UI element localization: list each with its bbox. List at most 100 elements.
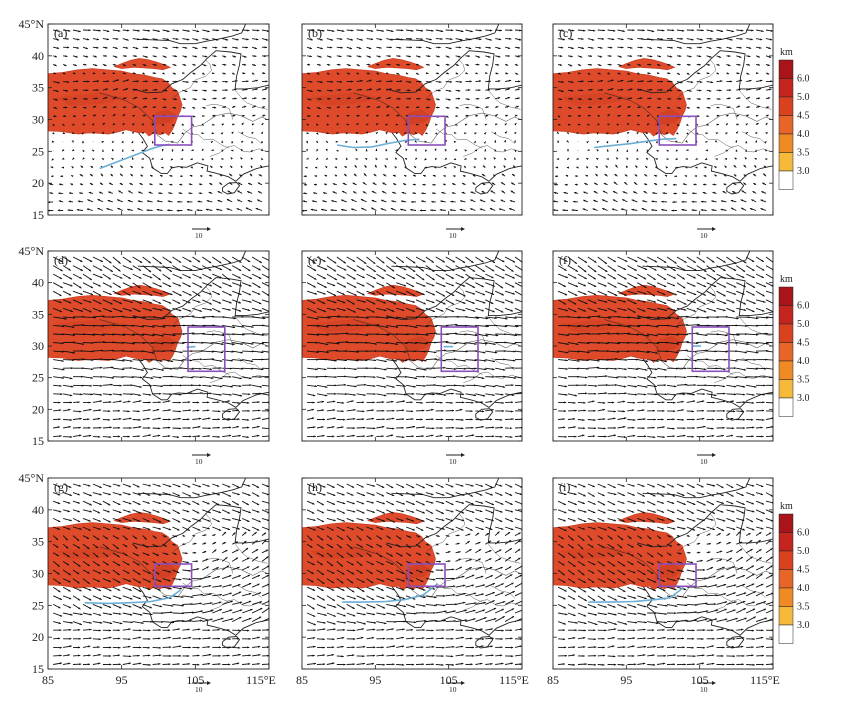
wind-arrowhead (143, 114, 146, 117)
wind-arrowhead (90, 376, 93, 379)
panel-map-content (48, 24, 269, 212)
wind-arrowhead (333, 269, 336, 272)
wind-arrowhead (436, 72, 439, 75)
wind-arrowhead (168, 400, 171, 403)
wind-arrowhead (564, 183, 567, 186)
wind-arrowhead (745, 149, 748, 152)
wind-arrowhead (698, 63, 701, 66)
wind-arrowhead (58, 409, 62, 412)
wind-arrowhead (218, 301, 222, 304)
border-line-3 (290, 278, 314, 301)
wind-arrowhead (419, 80, 422, 83)
wind-arrowhead (375, 164, 378, 168)
wind-arrowhead (210, 158, 214, 161)
wind-arrowhead (392, 417, 395, 420)
wind-arrowhead (239, 174, 242, 177)
wind-arrowhead (325, 166, 328, 169)
wind-arrowhead (590, 88, 593, 91)
wind-arrowhead (437, 55, 440, 58)
wind-arrowhead (354, 173, 357, 176)
wind-arrowhead (404, 131, 407, 134)
wind-arrowhead (199, 183, 202, 186)
wind-arrowhead (477, 55, 481, 58)
wind-arrowhead (328, 97, 331, 100)
wind-arrowhead (472, 182, 475, 185)
wind-arrowhead (483, 132, 487, 135)
province-line-2 (710, 103, 738, 120)
wind-arrowhead (114, 106, 117, 109)
wind-arrowhead (462, 175, 466, 178)
wind-arrowhead (62, 132, 65, 135)
wind-arrowhead (484, 123, 488, 126)
wind-arrowhead (180, 157, 183, 160)
wind-arrowhead (261, 368, 264, 371)
wind-arrowhead (756, 72, 759, 75)
wind-arrowhead (101, 158, 105, 161)
wind-arrowhead (227, 400, 230, 403)
wind-arrowhead (343, 309, 346, 312)
wind-arrowhead (99, 302, 102, 304)
wind-arrowhead (145, 46, 148, 49)
terrain-hengduan (403, 109, 432, 126)
wind-arrowhead (372, 310, 375, 313)
wind-arrowhead (381, 435, 384, 438)
wind-arrowhead (178, 284, 181, 287)
wind-arrowhead (80, 309, 83, 312)
wind-arrowhead (658, 106, 661, 109)
wind-arrowhead (750, 38, 753, 41)
wind-arrowhead (571, 89, 574, 92)
wind-arrowhead (200, 392, 203, 395)
wind-arrowhead (470, 418, 473, 421)
wind-arrowhead (312, 394, 316, 397)
wind-arrowhead (314, 175, 317, 178)
wind-arrowhead (491, 269, 495, 272)
wind-arrowhead (586, 166, 589, 169)
wind-arrowhead (642, 29, 645, 32)
wind-arrowhead (447, 63, 450, 66)
wind-arrowhead (391, 269, 395, 272)
wind-arrowhead (209, 308, 213, 311)
wind-arrowhead (404, 141, 407, 144)
wind-arrowhead (389, 88, 392, 91)
wind-arrowhead (363, 173, 367, 176)
wind-arrowhead (189, 175, 193, 177)
wind-arrowhead (231, 350, 234, 353)
wind-arrowhead (457, 89, 461, 92)
wind-arrowhead (211, 132, 214, 135)
wind-arrowhead (158, 301, 162, 304)
wind-arrowhead (188, 426, 191, 429)
wind-arrowhead (237, 418, 240, 421)
wind-arrowhead (755, 115, 759, 117)
wind-arrowhead (490, 190, 493, 193)
border-line-1 (391, 132, 471, 175)
wind-arrowhead (681, 200, 684, 203)
wind-arrowhead (75, 89, 78, 92)
wind-arrowhead (79, 417, 82, 420)
wind-arrowhead (641, 37, 644, 40)
wind-arrowhead (322, 301, 326, 304)
wind-arrowhead (412, 276, 415, 279)
wind-arrowhead (168, 418, 171, 421)
wind-arrowhead (432, 401, 435, 404)
wind-arrowhead (363, 426, 366, 429)
wind-arrowhead (738, 63, 741, 66)
wind-arrowhead (563, 191, 566, 194)
wind-arrowhead (445, 123, 448, 126)
wind-arrowhead (501, 173, 505, 176)
wind-arrowhead (383, 174, 386, 177)
wind-arrowhead (688, 63, 691, 66)
wind-arrowhead (161, 166, 164, 169)
wind-arrowhead (487, 89, 490, 91)
wind-arrowhead (705, 141, 708, 144)
wind-vector (514, 350, 522, 353)
wind-arrowhead (59, 435, 62, 438)
wind-arrowhead (500, 199, 503, 202)
wind-arrowhead (329, 55, 332, 58)
wind-arrowhead (342, 435, 345, 437)
wind-arrowhead (387, 114, 390, 117)
wind-arrowhead (72, 149, 75, 151)
wind-arrowhead (258, 276, 262, 279)
wind-arrowhead (161, 123, 165, 126)
wind-arrowhead (640, 54, 643, 57)
wind-arrowhead (731, 30, 734, 33)
